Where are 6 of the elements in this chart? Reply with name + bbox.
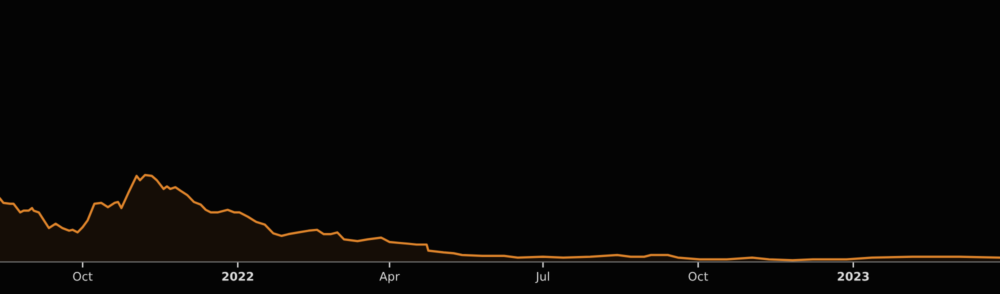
x-tick-label: 2023 [838, 272, 869, 281]
x-tick-label: 2022 [222, 272, 254, 281]
x-tick-label: Apr [379, 272, 400, 284]
x-tick-label: Oct [688, 272, 708, 281]
x-tick-label: Oct [73, 272, 93, 281]
x-tick-label: Jul [535, 272, 550, 284]
